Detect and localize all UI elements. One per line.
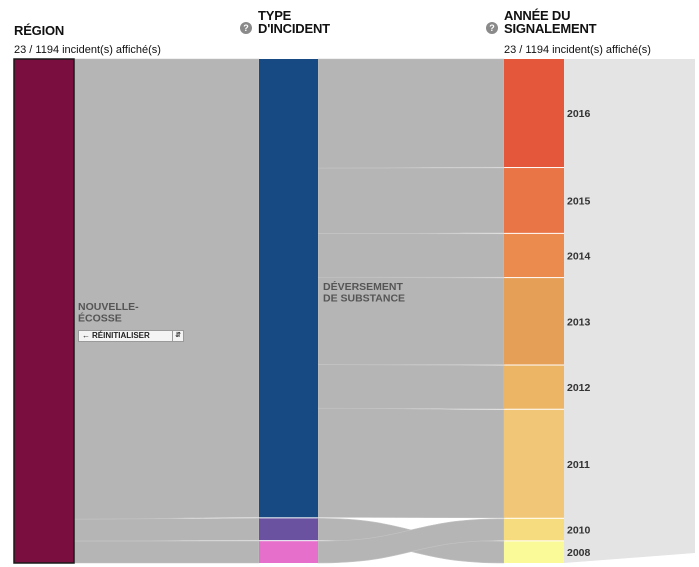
incident-count-right: 23 / 1194 incident(s) affiché(s)	[504, 44, 651, 56]
node-y2012	[504, 365, 564, 409]
link-subst-y2015	[317, 167, 505, 234]
node-t2	[259, 518, 318, 541]
type-label-deversement: DÉVERSEMENT DE SUBSTANCE	[323, 280, 405, 305]
back-arrow-icon: ←	[82, 331, 90, 340]
year-backdrop	[564, 59, 695, 563]
question-circle-icon[interactable]: ?	[240, 22, 252, 34]
links-layer	[73, 58, 695, 564]
node-t3	[259, 541, 318, 563]
year-label-2016: 2016	[567, 108, 591, 120]
link-ns-t3	[73, 540, 260, 564]
node-y2015	[504, 168, 564, 233]
node-ns	[13, 58, 75, 564]
reset-button-label: RÉINITIALISER	[92, 331, 150, 340]
type-column-header: TYPE D'INCIDENT	[258, 8, 330, 36]
node-y2014	[504, 233, 564, 278]
incident-count-left: 23 / 1194 incident(s) affiché(s)	[14, 44, 161, 56]
link-subst-y2013	[317, 276, 505, 365]
node-y2011	[504, 409, 564, 518]
year-label-2012: 2012	[567, 382, 591, 394]
node-y2010	[504, 518, 564, 541]
link-ns-t2	[73, 518, 260, 542]
year-label-2011: 2011	[567, 459, 590, 471]
year-label-2013: 2013	[567, 316, 591, 328]
link-subst-y2012	[317, 364, 505, 410]
link-subst-y2011	[317, 407, 505, 519]
link-subst-y2016	[317, 58, 505, 169]
region-label-nouvelle-ecosse: NOUVELLE-ÉCOSSE	[78, 301, 139, 325]
region-column-header: RÉGION	[14, 23, 65, 38]
link-subst-y2014	[317, 233, 505, 278]
year-label-2008: 2008	[567, 547, 591, 559]
nodes-layer: NOUVELLE-ÉCOSSE DÉVERSEMENT DE SUBSTANCE 20…	[13, 58, 591, 564]
up-down-icon[interactable]: ⇵	[172, 331, 183, 341]
question-circle-icon[interactable]: ?	[486, 22, 498, 34]
reset-button[interactable]: ← RÉINITIALISER ⇵	[78, 330, 184, 342]
node-subst	[259, 59, 318, 518]
node-y2016	[504, 59, 564, 168]
year-label-2010: 2010	[567, 525, 591, 537]
link-ns-subst	[73, 58, 260, 520]
year-label-2015: 2015	[567, 195, 591, 207]
node-y2008	[504, 541, 564, 563]
year-label-2014: 2014	[567, 250, 591, 262]
year-column-header: ANNÉE DU SIGNALEMENT	[504, 8, 597, 36]
node-y2013	[504, 278, 564, 365]
